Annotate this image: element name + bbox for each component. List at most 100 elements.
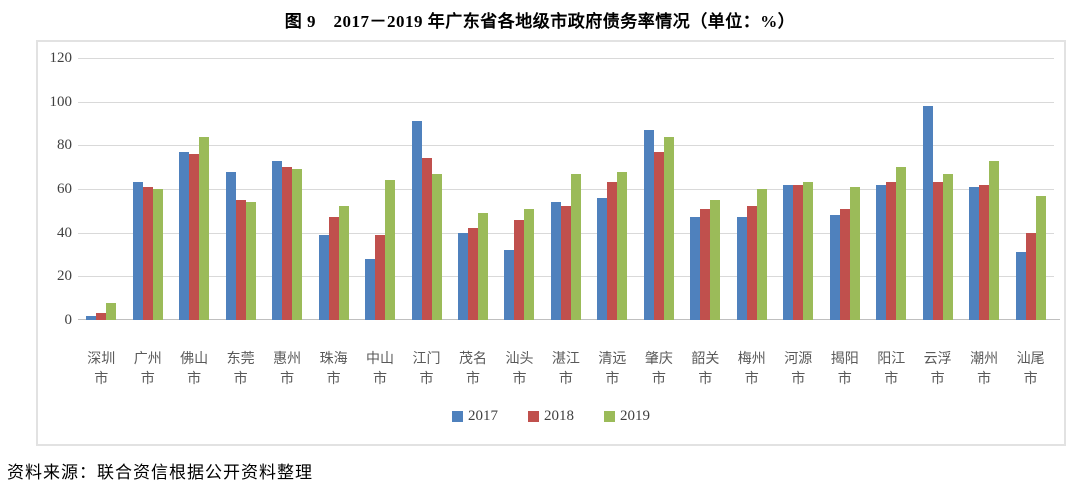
bar-湛江市-2019 — [570, 173, 581, 320]
bar-汕尾市-2017 — [1015, 252, 1026, 320]
bar-云浮市-2018 — [932, 182, 943, 320]
bar-汕尾市-2019 — [1035, 195, 1046, 320]
gridline-120 — [78, 58, 1054, 59]
y-tick-label-120: 120 — [49, 50, 73, 66]
legend-label-2019: 2019 — [620, 408, 650, 424]
x-axis-label-韶关市: 韶关市 — [682, 348, 728, 388]
bar-珠海市-2017 — [318, 234, 329, 320]
bar-group-汕头市 — [496, 58, 542, 320]
bar-group-河源市 — [775, 58, 821, 320]
x-axis-label-line2: 市 — [326, 370, 341, 386]
x-axis-label-中山市: 中山市 — [357, 348, 403, 388]
y-tick-label-20: 20 — [57, 268, 72, 285]
x-axis-label-梅州市: 梅州市 — [729, 348, 775, 388]
x-axis-label-深圳市: 深圳市 — [78, 348, 124, 388]
bar-广州市-2019 — [152, 189, 163, 320]
bar-group-江门市 — [403, 58, 449, 320]
x-axis-label-line2: 市 — [977, 370, 992, 386]
gridline-100 — [78, 101, 1054, 103]
x-axis-label-line1: 湛江 — [551, 350, 580, 366]
bar-深圳市-2017 — [86, 315, 97, 320]
bar-中山市-2019 — [385, 180, 396, 320]
bar-揭阳市-2017 — [829, 215, 840, 320]
x-axis-label-line2: 市 — [558, 370, 573, 386]
bar-中山市-2018 — [375, 234, 386, 320]
bar-肇庆市-2019 — [663, 136, 674, 320]
legend-swatch-2018 — [528, 411, 539, 422]
x-axis-label-汕头市: 汕头市 — [496, 348, 542, 388]
bar-梅州市-2018 — [746, 206, 757, 320]
y-tick-label-40: 40 — [57, 224, 72, 241]
y-tick-label-100: 100 — [49, 93, 73, 110]
x-axis-label-江门市: 江门市 — [403, 348, 449, 388]
bar-group-广州市 — [124, 58, 170, 320]
x-axis-label-line1: 江门 — [412, 350, 441, 366]
x-axis-label-line2: 市 — [419, 370, 434, 386]
bar-group-云浮市 — [914, 58, 960, 320]
bar-佛山市-2017 — [179, 151, 190, 320]
bar-group-深圳市 — [78, 58, 124, 320]
x-axis-label-line2: 市 — [930, 370, 945, 386]
x-axis-label-line1: 梅州 — [737, 350, 766, 366]
x-axis-label-line1: 珠海 — [319, 350, 348, 366]
bar-江门市-2019 — [431, 173, 442, 320]
bar-group-珠海市 — [310, 58, 356, 320]
bar-清远市-2018 — [607, 182, 618, 320]
bar-group-中山市 — [357, 58, 403, 320]
bar-江门市-2017 — [411, 121, 422, 320]
bar-东莞市-2017 — [225, 171, 236, 320]
x-axis-label-清远市: 清远市 — [589, 348, 635, 388]
bar-珠海市-2018 — [328, 217, 339, 320]
x-axis-label-line1: 茂名 — [458, 350, 487, 366]
bar-汕头市-2019 — [524, 208, 535, 320]
x-axis-label-line1: 阳江 — [877, 350, 906, 366]
bar-梅州市-2019 — [756, 189, 767, 320]
bar-潮州市-2019 — [989, 160, 1000, 320]
x-axis-label-line1: 韶关 — [691, 350, 720, 366]
bar-河源市-2017 — [783, 184, 794, 320]
x-axis-label-line2: 市 — [1023, 370, 1038, 386]
gridline-60 — [78, 189, 1054, 190]
x-axis-label-东莞市: 东莞市 — [217, 348, 263, 388]
x-axis-label-line1: 深圳 — [87, 350, 116, 366]
x-axis-label-潮州市: 潮州市 — [961, 348, 1007, 388]
bar-河源市-2018 — [793, 184, 804, 320]
x-axis-label-line2: 市 — [744, 370, 759, 386]
x-axis-label-云浮市: 云浮市 — [914, 348, 960, 388]
legend-swatch-2017 — [452, 411, 463, 422]
bar-group-肇庆市 — [636, 58, 682, 320]
bar-group-清远市 — [589, 58, 635, 320]
legend-swatch-2019 — [604, 411, 615, 422]
x-axis-label-line2: 市 — [465, 370, 480, 386]
x-axis-label-line2: 市 — [94, 370, 109, 386]
x-axis-label-line1: 清远 — [598, 350, 627, 366]
bar-group-梅州市 — [729, 58, 775, 320]
legend: 2017 2018 2019 — [38, 408, 1064, 425]
bar-group-揭阳市 — [822, 58, 868, 320]
x-axis-label-line2: 市 — [187, 370, 202, 386]
bar-河源市-2019 — [803, 182, 814, 320]
x-axis-label-line1: 佛山 — [180, 350, 209, 366]
legend-item-2017: 2017 — [452, 408, 498, 425]
x-axis-label-湛江市: 湛江市 — [543, 348, 589, 388]
bar-group-茂名市 — [450, 58, 496, 320]
bar-惠州市-2018 — [282, 167, 293, 320]
x-axis-label-line1: 揭阳 — [830, 350, 859, 366]
x-axis-label-line1: 肇庆 — [644, 350, 673, 366]
x-axis-label-line2: 市 — [791, 370, 806, 386]
bar-揭阳市-2019 — [849, 186, 860, 320]
bar-潮州市-2017 — [969, 186, 980, 320]
bar-汕头市-2018 — [514, 219, 525, 320]
bar-韶关市-2018 — [700, 208, 711, 320]
bar-东莞市-2018 — [235, 199, 246, 320]
bar-珠海市-2019 — [338, 206, 349, 320]
x-axis-label-line2: 市 — [605, 370, 620, 386]
bar-江门市-2018 — [421, 158, 432, 320]
bar-东莞市-2019 — [245, 202, 256, 320]
bar-group-惠州市 — [264, 58, 310, 320]
bar-潮州市-2018 — [979, 184, 990, 320]
x-axis-label-line1: 河源 — [784, 350, 813, 366]
x-axis-label-line2: 市 — [884, 370, 899, 386]
bar-group-湛江市 — [543, 58, 589, 320]
